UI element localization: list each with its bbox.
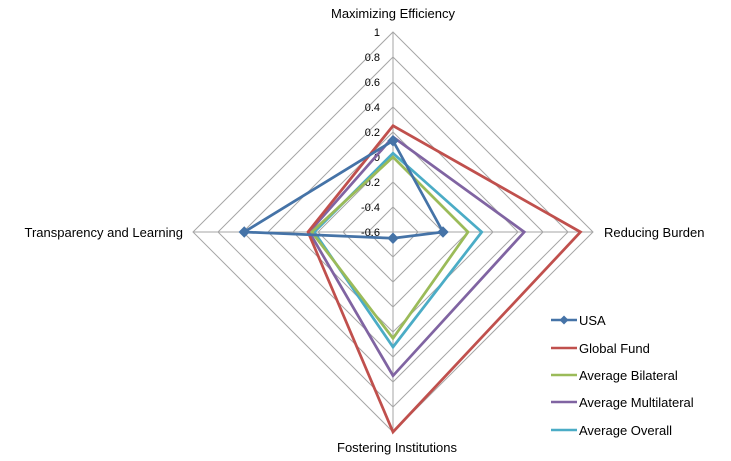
legend-label-global-fund: Global Fund <box>579 341 650 356</box>
legend-item-usa: USA <box>551 313 606 328</box>
legend: USA Global Fund Average Bilateral Averag… <box>551 313 694 438</box>
tick-label: 0.8 <box>365 52 380 64</box>
tick-label: 0.2 <box>365 127 380 139</box>
tick-label: 0 <box>374 152 380 164</box>
legend-label-average-bilateral: Average Bilateral <box>579 368 678 383</box>
tick-label: -0.4 <box>361 202 380 214</box>
legend-item-average-overall: Average Overall <box>551 423 672 438</box>
data-point-usa <box>387 232 399 244</box>
legend-label-average-multilateral: Average Multilateral <box>579 395 694 410</box>
axis-label-maximizing-efficiency: Maximizing Efficiency <box>331 6 456 21</box>
legend-label-average-overall: Average Overall <box>579 423 672 438</box>
tick-label: 1 <box>374 27 380 39</box>
data-point-usa <box>238 226 250 238</box>
legend-marker-diamond <box>559 315 569 325</box>
series-line-average-multilateral <box>307 135 527 379</box>
axis-label-reducing-burden: Reducing Burden <box>604 225 704 240</box>
legend-item-average-multilateral: Average Multilateral <box>551 395 694 410</box>
axis-label-transparency-and-learning: Transparency and Learning <box>24 225 183 240</box>
series-line-global-fund <box>306 123 583 435</box>
axis-lines <box>193 32 593 432</box>
legend-item-global-fund: Global Fund <box>551 341 650 356</box>
tick-label: 0.6 <box>365 77 380 89</box>
tick-labels: -0.6-0.4-0.200.20.40.60.81 <box>361 27 380 239</box>
series-line-average-bilateral <box>309 155 470 341</box>
legend-label-usa: USA <box>579 313 606 328</box>
legend-item-average-bilateral: Average Bilateral <box>551 368 678 383</box>
data-point-usa <box>387 135 399 147</box>
data-point-usa <box>437 226 449 238</box>
tick-label: 0.4 <box>365 102 380 114</box>
axis-label-fostering-institutions: Fostering Institutions <box>337 440 457 455</box>
series-layer <box>238 123 583 435</box>
